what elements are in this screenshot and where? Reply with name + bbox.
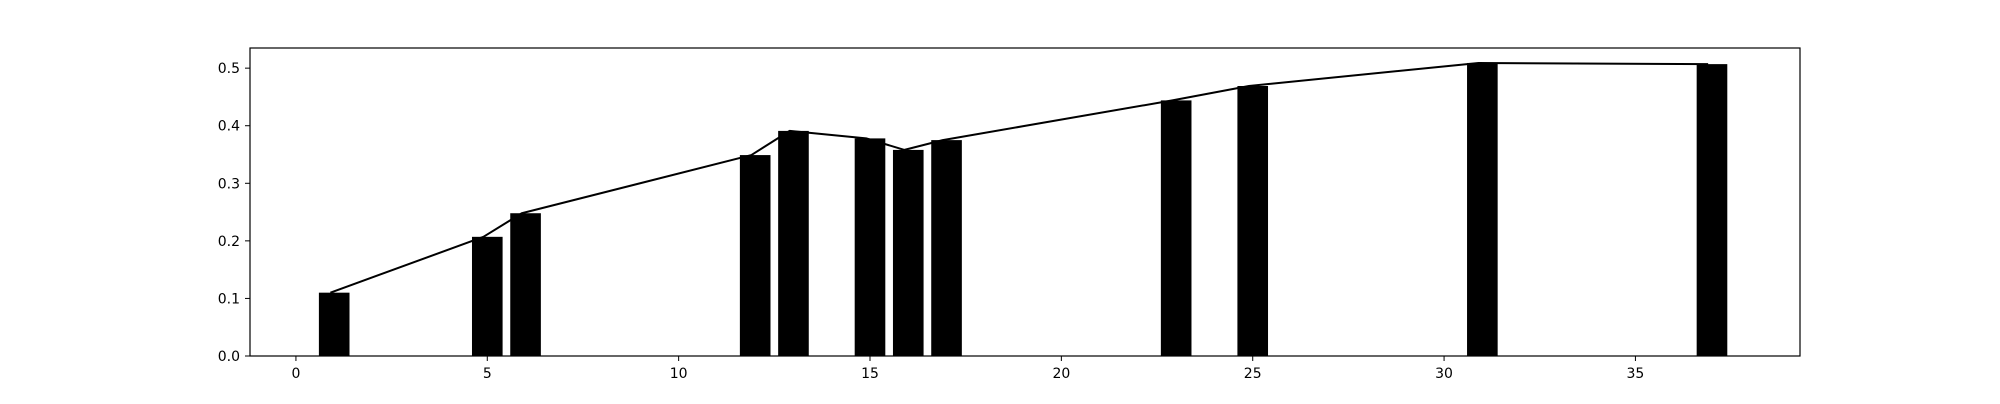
y-axis: 0.0 0.1 0.2 0.3 0.4 0.5 (218, 61, 250, 365)
y-tick-label-3: 0.3 (218, 176, 240, 192)
bars-layer (318, 62, 1728, 357)
bar-4 (778, 130, 809, 356)
x-tick-label-7: 35 (1627, 366, 1645, 382)
x-tick-label-5: 25 (1244, 366, 1262, 382)
bar-9 (1237, 86, 1269, 356)
x-axis: 0 5 10 15 20 25 30 35 (291, 356, 1644, 382)
y-tick-label-0: 0.0 (218, 349, 240, 365)
bar-1 (471, 236, 503, 356)
x-tick-label-1: 5 (483, 366, 492, 382)
bar-5 (854, 138, 886, 356)
bar-0 (318, 292, 350, 356)
y-tick-label-2: 0.2 (218, 234, 240, 250)
x-tick-label-2: 10 (670, 366, 688, 382)
series-line (330, 61, 1709, 294)
bar-7 (931, 140, 962, 356)
bar-6 (892, 149, 924, 356)
x-tick-label-6: 30 (1435, 366, 1453, 382)
x-tick-label-4: 20 (1052, 366, 1070, 382)
y-tick-label-4: 0.4 (218, 119, 240, 135)
line-layer (330, 61, 1709, 294)
plot-frame (249, 47, 1801, 357)
bar-11 (1696, 64, 1728, 357)
y-tick-label-5: 0.5 (218, 61, 240, 77)
x-tick-label-3: 15 (861, 366, 879, 382)
bar-10 (1467, 62, 1498, 356)
bar-3 (739, 155, 771, 356)
bar-8 (1160, 100, 1192, 356)
plot-background (250, 48, 1800, 356)
y-tick-label-1: 0.1 (218, 291, 240, 307)
x-tick-label-0: 0 (291, 366, 300, 382)
bar-2 (510, 213, 541, 356)
